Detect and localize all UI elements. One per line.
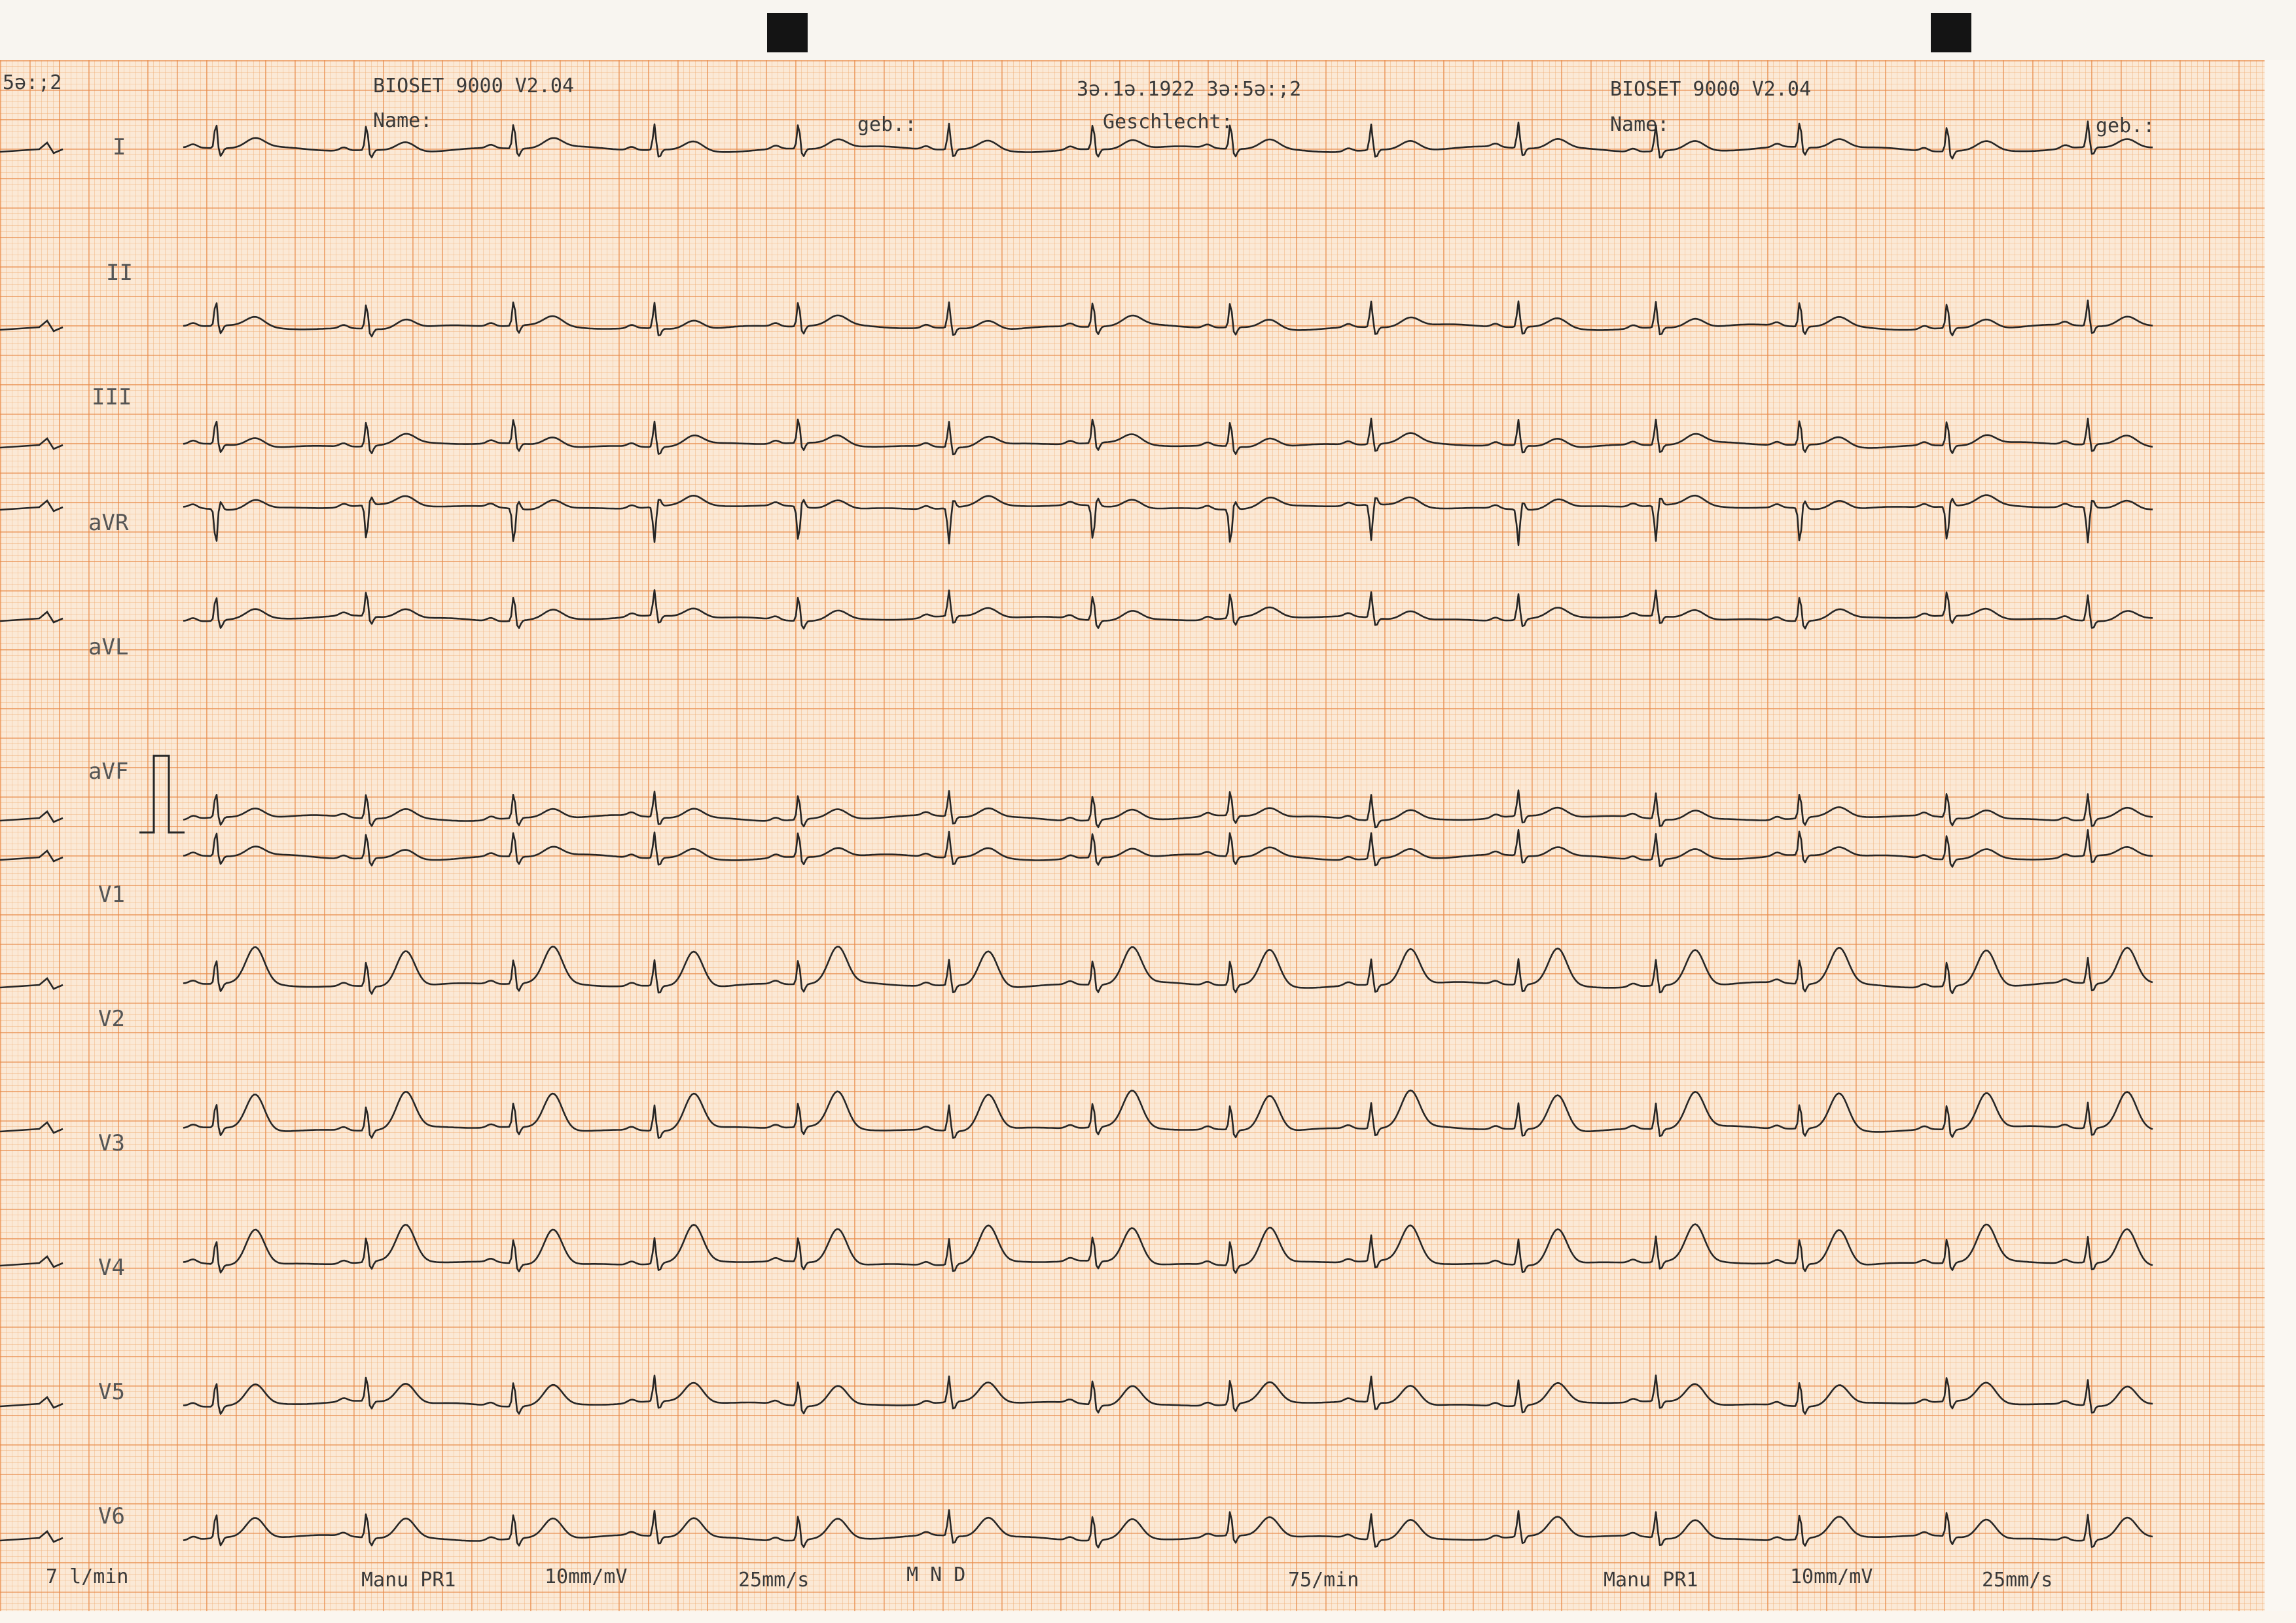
lead-label-i: I [113,134,126,160]
footer-mnd: M N D [906,1563,966,1586]
sync-marker-right [1931,13,1971,52]
trace-stub-avr [0,499,63,512]
sex-label: Geschlecht: [1103,111,1233,134]
geb-label-1: geb.: [857,113,917,136]
trace-stub-avf [0,810,63,823]
trace-stub-v6 [0,1530,63,1543]
lead-label-avf: aVF [88,758,129,785]
footer-rate-fragment: 7 l/min [46,1565,129,1588]
trace-v6 [183,1509,2153,1548]
lead-label-avr: aVR [88,510,129,536]
lead-label-v4: V4 [98,1255,125,1281]
trace-v5 [183,1374,2153,1415]
trace-ii [183,299,2153,338]
trace-avr [183,494,2153,546]
footer-heart-rate: 75/min [1288,1569,1359,1592]
trace-i [183,120,2153,160]
trace-stub-avl [0,611,63,624]
lead-label-v3: V3 [98,1130,125,1156]
footer-gain-2: 10mm/mV [1790,1565,1873,1588]
trace-iii [183,418,2153,455]
name-label-1: Name: [373,109,433,132]
ecg-grid-paper [0,60,2265,1611]
calibration-pulse [139,755,185,834]
lead-label-v5: V5 [98,1379,125,1405]
footer-mode-2: Manu PR1 [1604,1569,1698,1592]
header-time-fragment: 5ə:;2 [3,71,62,94]
device-name-1: BIOSET 9000 V2.04 [373,75,575,98]
paper-right-margin [2265,60,2296,1611]
lead-label-v2: V2 [98,1006,125,1032]
footer-gain-1: 10mm/mV [545,1565,628,1588]
trace-stub-v4 [0,1255,63,1268]
lead-label-avl: aVL [88,634,129,660]
trace-stub-v3 [0,1121,63,1134]
geb-label-2: geb.: [2096,115,2155,137]
lead-label-iii: III [92,384,132,410]
name-label-2: Name: [1610,113,1670,136]
trace-v2 [183,946,2153,995]
trace-avf [183,789,2153,829]
trace-v3 [183,1089,2153,1139]
paper-top-strip [0,0,2296,60]
lead-label-v6: V6 [98,1503,125,1529]
footer-speed-2: 25mm/s [1982,1569,2053,1592]
trace-stub-v5 [0,1396,63,1409]
sync-marker-left [767,13,808,52]
trace-stub-i [0,141,63,154]
lead-label-ii: II [106,260,133,286]
trace-v4 [183,1223,2153,1274]
trace-stub-v1 [0,849,63,863]
footer-mode-1: Manu PR1 [361,1569,456,1592]
trace-v1 [183,829,2153,868]
trace-stub-v2 [0,977,63,990]
footer-speed-1: 25mm/s [738,1569,810,1592]
trace-stub-iii [0,437,63,450]
lead-label-v1: V1 [98,882,125,908]
device-name-2: BIOSET 9000 V2.04 [1610,78,1812,101]
trace-stub-ii [0,319,63,332]
trace-avl [183,589,2153,630]
recording-date-time: 3ə.1ə.1922 3ə:5ə:;2 [1077,78,1302,101]
